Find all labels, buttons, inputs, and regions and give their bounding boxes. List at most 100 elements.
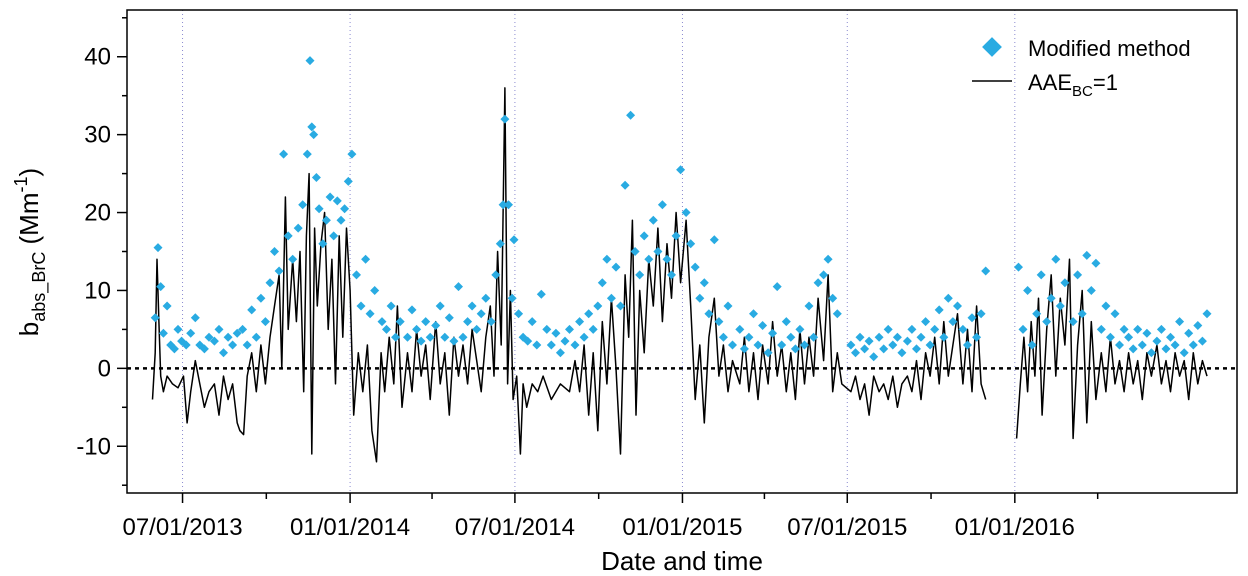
scatter-point xyxy=(190,313,200,323)
scatter-point xyxy=(321,215,331,225)
scatter-point xyxy=(311,173,321,182)
scatter-point xyxy=(352,270,361,280)
scatter-point xyxy=(916,332,926,342)
scatter-point xyxy=(425,332,435,342)
scatter-point xyxy=(667,270,676,280)
scatter-point xyxy=(1146,348,1156,358)
aae-bc-line xyxy=(151,87,1208,463)
scatter-point xyxy=(897,348,907,358)
scatter-point xyxy=(1051,254,1061,264)
scatter-point xyxy=(635,270,645,280)
scatter-point xyxy=(777,340,787,350)
y-axis-title: babs_BrC (Mm-1) xyxy=(11,168,50,336)
scatter-point xyxy=(509,235,519,245)
y-tick-label: 40 xyxy=(84,44,111,71)
scatter-point xyxy=(902,336,912,346)
scatter-point xyxy=(314,204,324,214)
scatter-point xyxy=(247,305,257,315)
scatter-point xyxy=(718,332,728,342)
scatter-point xyxy=(723,301,733,311)
scatter-point xyxy=(671,231,681,241)
scatter-point xyxy=(481,293,491,303)
x-axis-ticks: 07/01/2013 01/01/2014 07/01/2014 01/01/2015… xyxy=(122,493,1099,541)
scatter-point xyxy=(431,321,441,330)
scatter-point xyxy=(1156,324,1166,334)
scatter-point xyxy=(714,317,724,327)
scatter-point xyxy=(851,348,860,358)
scatter-point xyxy=(199,344,209,354)
scatter-point xyxy=(958,324,968,334)
scatter-point xyxy=(153,243,163,253)
scatter-point xyxy=(786,332,796,342)
scatter-point xyxy=(565,324,574,334)
x-tick-label: 07/01/2014 xyxy=(455,514,575,541)
scatter-point xyxy=(597,278,607,288)
scatter-point xyxy=(1014,262,1023,272)
scatter-point xyxy=(648,215,658,225)
scatter-point xyxy=(611,262,621,272)
scatter-point xyxy=(1055,301,1065,311)
scatter-point xyxy=(948,317,958,327)
scatter-point xyxy=(498,200,508,210)
scatter-point xyxy=(162,301,172,311)
scatter-point xyxy=(204,332,214,342)
scatter-point xyxy=(823,254,833,264)
legend-label-aae-value: =1 xyxy=(1093,70,1118,95)
scatter-point xyxy=(739,344,749,354)
scatter-point xyxy=(930,324,940,334)
scatter-point xyxy=(1124,332,1134,342)
scatter-point xyxy=(1096,324,1106,334)
scatter-point xyxy=(934,305,944,315)
scatter-point xyxy=(804,301,814,311)
y-axis-title-subscript: abs_BrC xyxy=(29,252,50,322)
scatter-point xyxy=(1161,344,1171,354)
x-tick-label: 01/01/2015 xyxy=(622,514,742,541)
scatter-point xyxy=(570,340,580,350)
x-tick-label: 07/01/2015 xyxy=(787,514,907,541)
scatter-point xyxy=(242,340,252,350)
scatter-point xyxy=(981,266,991,276)
scatter-point xyxy=(699,278,709,288)
scatter-point xyxy=(251,332,261,342)
scatter-point xyxy=(551,328,561,338)
scatter-point xyxy=(686,239,696,249)
scatter-point xyxy=(1133,324,1143,334)
scatter-point xyxy=(514,309,524,319)
scatter-point xyxy=(790,344,800,354)
scatter-point xyxy=(644,254,654,264)
scatter-point xyxy=(416,336,426,346)
scatter-point xyxy=(169,344,179,354)
y-tick-label: 10 xyxy=(84,277,111,304)
scatter-point xyxy=(288,254,298,264)
scatter-point xyxy=(274,266,284,276)
scatter-point xyxy=(283,231,293,241)
scatter-point xyxy=(536,289,546,299)
scatter-point xyxy=(925,340,935,350)
legend-label-aae-subscript: BC xyxy=(1072,83,1093,100)
scatter-point xyxy=(749,309,758,319)
y-axis-ticks: -10 0 10 20 30 40 xyxy=(76,17,127,486)
scatter-point xyxy=(972,332,982,342)
scatter-point xyxy=(391,332,401,342)
scatter-point xyxy=(1115,340,1124,350)
scatter-point xyxy=(606,293,616,303)
scatter-point xyxy=(542,324,552,334)
scatter-point xyxy=(347,149,357,159)
scatter-point xyxy=(874,332,884,342)
scatter-point xyxy=(260,317,270,327)
scatter-point xyxy=(869,352,879,362)
scatter-point xyxy=(435,301,445,311)
scatter-point xyxy=(620,180,630,190)
scatter-point xyxy=(616,301,625,311)
scatter-point xyxy=(953,301,962,311)
scatter-point xyxy=(630,247,640,256)
scatter-point xyxy=(467,301,477,311)
scatter-point xyxy=(828,293,838,303)
scatter-point xyxy=(768,328,778,338)
scatter-point xyxy=(758,321,768,330)
y-axis-title-close: ) xyxy=(14,168,44,177)
scatter-point xyxy=(912,344,921,354)
scatter-point xyxy=(709,235,719,245)
scatter-point xyxy=(386,301,396,311)
scatter-point xyxy=(800,340,809,350)
